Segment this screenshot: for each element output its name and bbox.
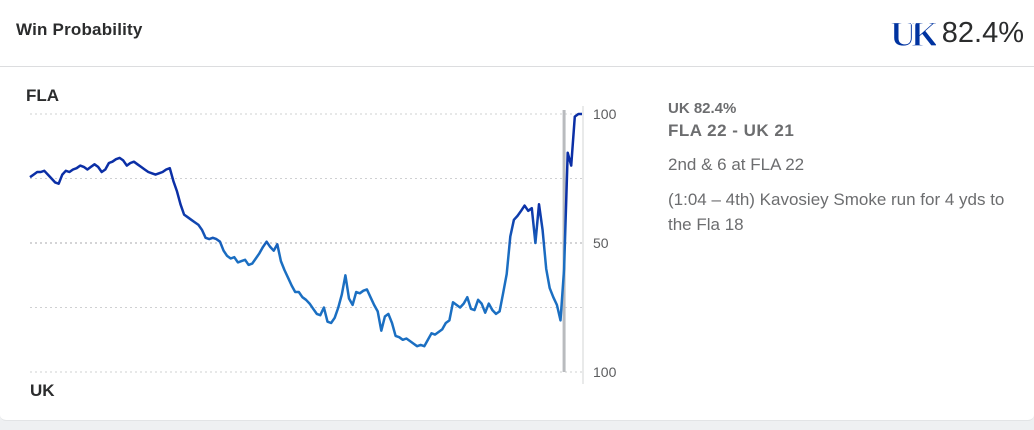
play-score: FLA 22 - UK 21 [668, 121, 795, 140]
play-down-distance: 2nd & 6 at FLA 22 [668, 155, 805, 174]
win-probability-line [29, 112, 582, 348]
chart-area: 100 50 100 FLA UK [0, 66, 640, 420]
card-title: Win Probability [16, 20, 143, 39]
card-header: Win Probability UK 82.4% [0, 0, 1034, 67]
y-axis-ticks: 100 50 100 [593, 106, 617, 380]
y-tick-label: 100 [593, 364, 617, 380]
team-top-label: FLA [26, 86, 60, 105]
win-probability-chart: 100 50 100 [29, 106, 617, 384]
probability-value: 82.4% [941, 16, 1024, 49]
uk-logo-text: UK [890, 14, 936, 53]
grid-lines [30, 113, 582, 373]
current-probability: UK 82.4% [888, 12, 1024, 54]
team-bottom-label: UK [30, 381, 55, 400]
y-tick-label: 50 [593, 235, 609, 251]
play-probability: UK 82.4% [668, 100, 737, 117]
play-info-panel: UK 82.4% FLA 22 - UK 21 2nd & 6 at FLA 2… [668, 100, 1028, 237]
win-probability-card: Win Probability UK 82.4% 100 50 100 FLA UK… [0, 0, 1034, 421]
uk-logo-icon: UK [889, 13, 936, 53]
y-tick-label: 100 [593, 106, 617, 122]
play-description: (1:04 – 4th) Kavosiey Smoke run for 4 yd… [668, 190, 1005, 234]
